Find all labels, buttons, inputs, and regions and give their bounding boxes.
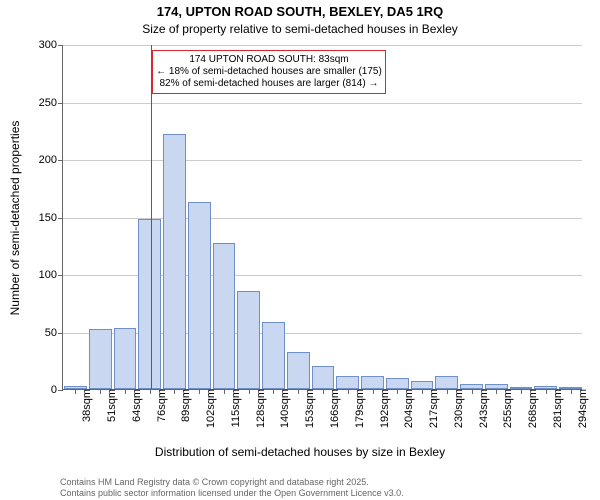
chart-container: { "title": { "text": "174, UPTON ROAD SO… [0, 0, 600, 500]
y-tick-label: 150 [39, 212, 63, 224]
histogram-bar [386, 378, 409, 390]
footer-line-2: Contains public sector information licen… [60, 488, 404, 498]
annotation-line: 174 UPTON ROAD SOUTH: 83sqm [156, 54, 382, 66]
x-tick-label: 179sqm [352, 389, 366, 428]
marker-line [151, 45, 152, 389]
x-tick-mark [496, 389, 497, 394]
x-tick-mark [546, 389, 547, 394]
footer-line-1: Contains HM Land Registry data © Crown c… [60, 477, 369, 487]
y-gridline [63, 103, 582, 104]
x-tick-label: 255sqm [500, 389, 514, 428]
x-tick-label: 230sqm [451, 389, 465, 428]
x-tick-label: 89sqm [178, 389, 192, 422]
x-tick-mark [373, 389, 374, 394]
x-tick-mark [348, 389, 349, 394]
annotation-line: ← 18% of semi-detached houses are smalle… [156, 66, 382, 78]
histogram-bar [287, 352, 310, 389]
x-tick-mark [199, 389, 200, 394]
y-tick-label: 250 [39, 97, 63, 109]
y-tick-label: 0 [51, 384, 63, 396]
x-tick-label: 51sqm [104, 389, 118, 422]
chart-subtitle: Size of property relative to semi-detach… [0, 22, 600, 36]
histogram-bar [361, 376, 384, 389]
x-tick-mark [100, 389, 101, 394]
x-tick-mark [224, 389, 225, 394]
histogram-bar [89, 329, 112, 389]
annotation-line: 82% of semi-detached houses are larger (… [156, 78, 382, 90]
annotation-box: 174 UPTON ROAD SOUTH: 83sqm← 18% of semi… [152, 50, 386, 94]
x-tick-mark [571, 389, 572, 394]
x-tick-mark [521, 389, 522, 394]
x-tick-mark [422, 389, 423, 394]
x-tick-label: 166sqm [327, 389, 341, 428]
x-tick-label: 204sqm [401, 389, 415, 428]
y-tick-label: 200 [39, 154, 63, 166]
histogram-bar [336, 376, 359, 389]
x-tick-label: 281sqm [550, 389, 564, 428]
x-tick-label: 102sqm [203, 389, 217, 428]
x-tick-mark [125, 389, 126, 394]
x-tick-mark [472, 389, 473, 394]
x-tick-label: 64sqm [129, 389, 143, 422]
histogram-bar [237, 291, 260, 389]
y-tick-label: 300 [39, 39, 63, 51]
histogram-bar [312, 366, 335, 389]
histogram-bar [435, 376, 458, 389]
x-tick-mark [249, 389, 250, 394]
x-tick-label: 115sqm [228, 389, 242, 427]
x-tick-label: 153sqm [302, 389, 316, 428]
x-tick-label: 128sqm [253, 389, 267, 428]
x-tick-mark [298, 389, 299, 394]
x-tick-mark [447, 389, 448, 394]
x-tick-mark [323, 389, 324, 394]
chart-title: 174, UPTON ROAD SOUTH, BEXLEY, DA5 1RQ [0, 4, 600, 19]
histogram-bar [262, 322, 285, 389]
x-tick-mark [174, 389, 175, 394]
histogram-bar [163, 134, 186, 389]
x-axis-title: Distribution of semi-detached houses by … [0, 445, 600, 459]
x-tick-mark [75, 389, 76, 394]
histogram-bar [213, 243, 236, 389]
y-gridline [63, 160, 582, 161]
x-tick-label: 294sqm [575, 389, 589, 428]
y-gridline [63, 45, 582, 46]
histogram-bar [138, 219, 161, 389]
x-tick-mark [150, 389, 151, 394]
x-tick-label: 140sqm [277, 389, 291, 428]
plot-area: 05010015020025030038sqm51sqm64sqm76sqm89… [62, 45, 582, 390]
y-tick-label: 50 [45, 327, 63, 339]
x-tick-mark [273, 389, 274, 394]
x-tick-label: 268sqm [525, 389, 539, 428]
x-tick-label: 192sqm [377, 389, 391, 428]
y-tick-label: 100 [39, 269, 63, 281]
histogram-bar [411, 381, 434, 389]
histogram-bar [114, 328, 137, 389]
x-tick-mark [397, 389, 398, 394]
y-axis-title: Number of semi-detached properties [8, 120, 22, 315]
x-tick-label: 217sqm [426, 389, 440, 428]
histogram-bar [188, 202, 211, 389]
x-tick-label: 38sqm [79, 389, 93, 422]
x-tick-label: 76sqm [154, 389, 168, 422]
x-tick-label: 243sqm [476, 389, 490, 428]
